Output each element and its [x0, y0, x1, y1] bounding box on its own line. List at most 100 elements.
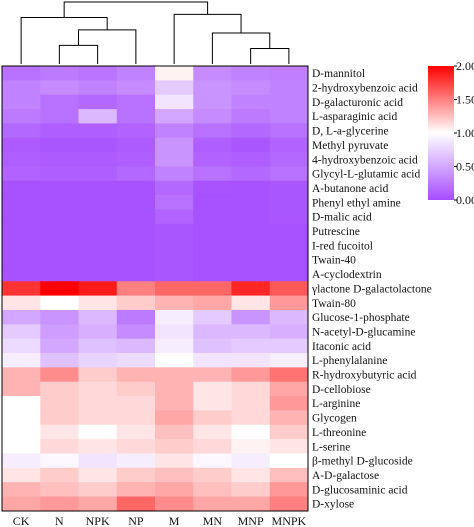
heatmap-cell [40, 238, 79, 253]
heatmap-cell [116, 353, 156, 368]
heatmap-cell [78, 94, 118, 110]
heatmap-cell [193, 467, 232, 483]
heatmap-cell [155, 424, 194, 440]
heatmap-cell [193, 252, 232, 268]
heatmap-cell [116, 152, 156, 167]
column-label: N [55, 514, 64, 527]
heatmap-cell [40, 137, 79, 153]
color-legend-tick-label: 1.00 [456, 126, 474, 140]
heatmap-cell [78, 123, 118, 139]
dendrogram-branch [173, 13, 242, 64]
heatmap-cell [2, 467, 41, 483]
heatmap-cell [116, 209, 156, 225]
heatmap-cell [40, 410, 79, 426]
heatmap-cell [40, 266, 79, 282]
heatmap-cell [155, 367, 194, 383]
row-label: I-red fucoitol [312, 240, 373, 252]
heatmap-cell [155, 195, 194, 210]
heatmap-cell [116, 223, 156, 239]
heatmap-cell [231, 410, 271, 426]
heatmap-cell [78, 152, 118, 167]
heatmap-cell [78, 137, 118, 153]
heatmap-cell [155, 467, 194, 483]
color-legend-bar [428, 66, 454, 200]
heatmap-border [1, 65, 309, 512]
color-legend: 2.00 1.50 1.00 0.50 0.00 [428, 59, 474, 207]
heatmap-cell [231, 381, 271, 397]
heatmap-cell [155, 109, 194, 124]
heatmap-cell [2, 252, 41, 268]
heatmap-cell [2, 109, 41, 124]
heatmap-cell [155, 223, 194, 239]
row-label: Itaconic acid [312, 341, 371, 353]
heatmap-cell [269, 453, 309, 469]
heatmap-cell [193, 482, 232, 497]
heatmap-cell [231, 424, 271, 440]
heatmap-cell [269, 137, 309, 153]
heatmap-cell [40, 195, 79, 210]
heatmap-cell [116, 180, 156, 196]
heatmap-cell [269, 410, 309, 426]
heatmap-cell [231, 137, 271, 153]
heatmap-cell [78, 338, 118, 354]
heatmap-cell [193, 180, 232, 196]
heatmap-cell [116, 338, 156, 354]
heatmap-cell [40, 324, 79, 340]
heatmap-cell [231, 439, 271, 454]
heatmap-cell [78, 223, 118, 239]
heatmap-cell [231, 467, 271, 483]
heatmap-cell [78, 453, 118, 469]
heatmap-cell [231, 152, 271, 167]
heatmap-cell [155, 266, 194, 282]
heatmap-cell [193, 209, 232, 225]
heatmap-cell [269, 166, 309, 182]
heatmap-cell [231, 238, 271, 253]
heatmap-cell [193, 94, 232, 110]
row-label: 2-hydroxybenzoic acid [312, 83, 418, 95]
row-label: Phenyl ethyl amine [312, 197, 401, 209]
heatmap-cell [40, 338, 79, 354]
heatmap-cell [2, 453, 41, 469]
row-label: Twain-40 [312, 255, 356, 267]
heatmap-cell [193, 66, 232, 81]
heatmap-cell [269, 66, 309, 81]
heatmap-cell [231, 94, 271, 110]
heatmap-cell [116, 439, 156, 454]
heatmap-cell [40, 295, 79, 311]
heatmap-cell [269, 209, 309, 225]
heatmap-cell [78, 367, 118, 383]
heatmap-cell [2, 180, 41, 196]
heatmap-cell [116, 482, 156, 497]
heatmap-cell [2, 295, 41, 311]
heatmap-cell [155, 353, 194, 368]
heatmap-cell [269, 309, 309, 325]
heatmap-cell [193, 309, 232, 325]
dendrogram-branch [78, 29, 137, 64]
heatmap-cell [78, 80, 118, 96]
heatmap-cell [193, 281, 232, 296]
heatmap-cell [40, 367, 79, 383]
heatmap-cell [2, 367, 41, 383]
heatmap-cell [116, 453, 156, 469]
heatmap-cell [231, 252, 271, 268]
heatmap-cell [231, 180, 271, 196]
dendrogram-branch [63, 1, 209, 18]
heatmap-cell [116, 252, 156, 268]
heatmap-cell [2, 80, 41, 96]
heatmap-cell [116, 109, 156, 124]
heatmap-cell [155, 238, 194, 253]
heatmap-cell [78, 209, 118, 225]
heatmap-cell [231, 338, 271, 354]
heatmap-cell [155, 252, 194, 268]
heatmap-cell [231, 367, 271, 383]
heatmap-cell [155, 209, 194, 225]
row-label: β-methyl D-glucoside [312, 456, 413, 468]
heatmap-cell [193, 396, 232, 411]
heatmap-cell [269, 252, 309, 268]
heatmap-cell [2, 94, 41, 110]
heatmap-cell [78, 482, 118, 497]
heatmap-cell [2, 381, 41, 397]
heatmap-cell [269, 152, 309, 167]
heatmap-cell [40, 496, 79, 512]
heatmap-cell [193, 353, 232, 368]
